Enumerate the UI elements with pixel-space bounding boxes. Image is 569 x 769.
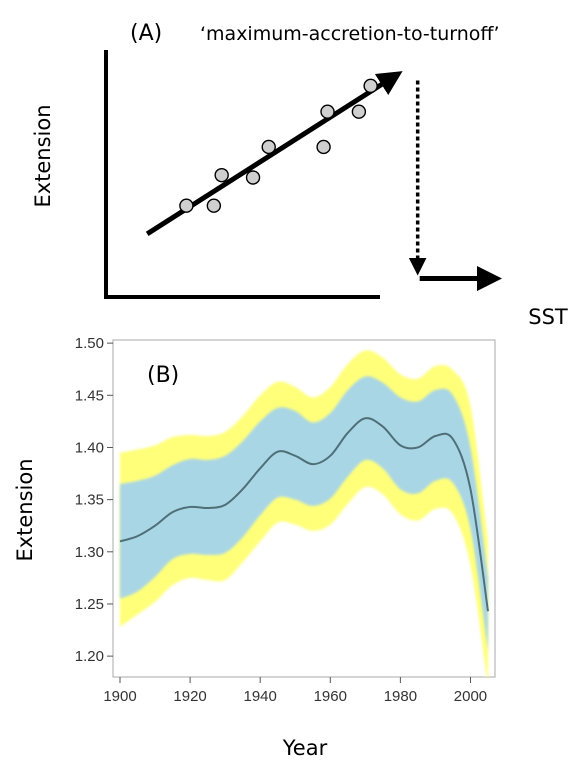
panel-a-title: ‘maximum-accretion-to-turnoff’	[200, 23, 500, 45]
panel-b-ylabel: Extension	[13, 458, 37, 561]
panel-b-x-ticks: 1900 1920 1940 1960 1980 2000	[103, 677, 487, 705]
scatter-point-9	[363, 78, 378, 94]
panel-a-marks	[145, 71, 502, 292]
x-tick-label: 1980	[384, 688, 417, 705]
scatter-point-1	[179, 198, 194, 213]
panel-b-xlabel: Year	[282, 736, 328, 760]
panel-a: (A) ‘maximum-accretion-to-turnoff’ Exten…	[31, 21, 568, 329]
scatter-point-2	[206, 198, 222, 213]
panel-a-label: (A)	[130, 21, 162, 46]
panel-b-label: (B)	[147, 363, 179, 388]
x-tick-label: 1960	[314, 688, 347, 705]
x-tick-label: 1900	[103, 688, 136, 705]
scatter-point-3	[214, 167, 229, 183]
y-tick-label: 1.45	[75, 387, 104, 404]
scatter-point-5	[261, 139, 276, 155]
scatter-point-6	[316, 139, 331, 155]
panel-a-ylabel: Extension	[31, 104, 55, 207]
y-tick-label: 1.20	[75, 648, 104, 665]
scatter-point-7	[320, 104, 335, 119]
panel-b: 1.20 1.25 1.30 1.35 1.40 1.45 1.50 1900 1920 194…	[13, 335, 496, 760]
y-tick-label: 1.35	[75, 492, 104, 509]
x-tick-label: 1940	[244, 688, 277, 705]
scatter-point-4	[245, 170, 261, 185]
y-tick-label: 1.40	[75, 439, 104, 456]
y-tick-label: 1.30	[75, 544, 104, 561]
scatter-point-8	[351, 104, 367, 119]
panel-b-y-ticks: 1.20 1.25 1.30 1.35 1.40 1.45 1.50	[75, 335, 113, 665]
x-tick-label: 1920	[173, 688, 206, 705]
inner-uncertainty-band	[120, 376, 488, 651]
x-tick-label: 2000	[454, 688, 487, 705]
panel-a-xlabel: SST	[528, 305, 568, 329]
y-tick-label: 1.50	[75, 335, 104, 352]
series-line-extension	[119, 417, 489, 612]
y-tick-label: 1.25	[75, 596, 104, 613]
